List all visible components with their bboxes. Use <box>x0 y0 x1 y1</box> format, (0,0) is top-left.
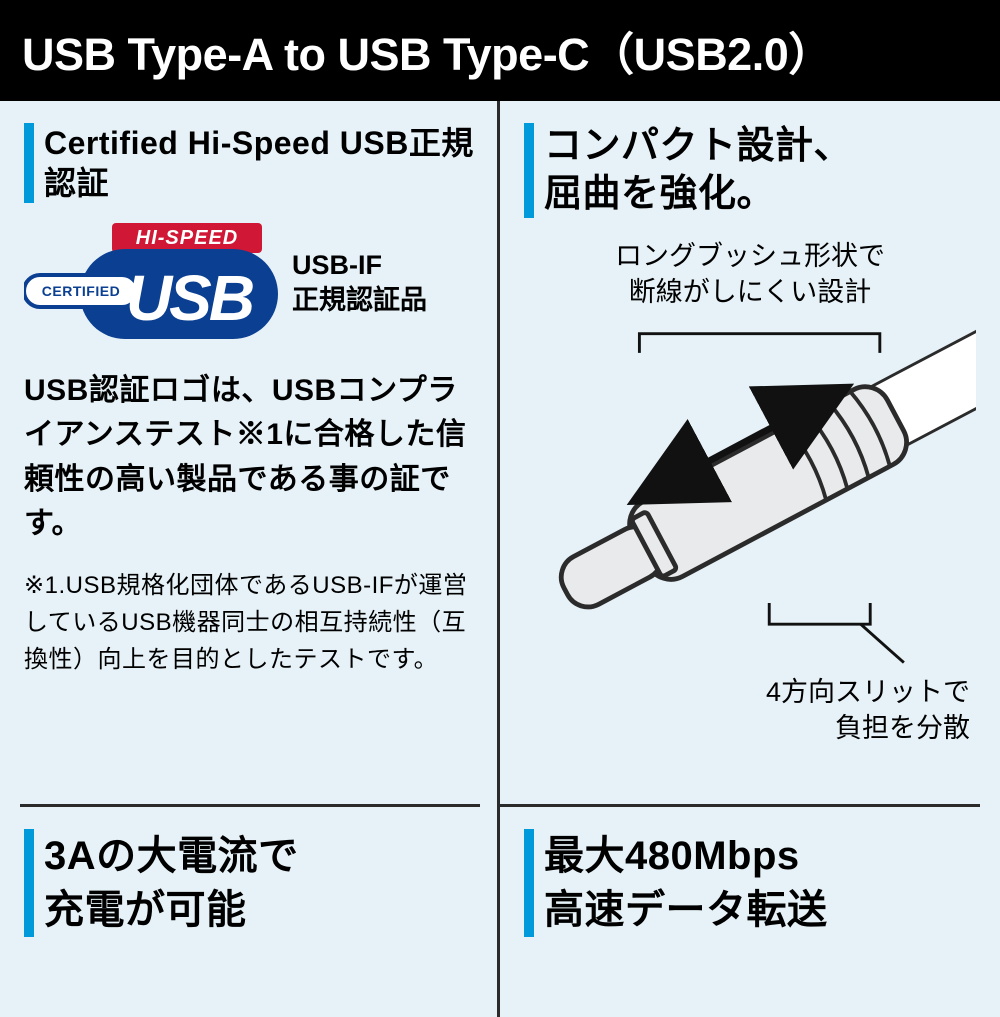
section-title: 最大480Mbps 高速データ転送 <box>544 829 828 937</box>
logo-row: HI-SPEED CERTIFIED USB USB-IF 正規認証品 <box>24 223 476 343</box>
connector-diagram <box>524 317 976 692</box>
title-line1: コンパクト設計、 <box>544 125 852 167</box>
svg-text:CERTIFIED: CERTIFIED <box>42 283 120 299</box>
accent-bar <box>24 829 34 937</box>
callout-top: ロングブッシュ形状で 断線がしにくい設計 <box>524 238 976 311</box>
section-heading: 3Aの大電流で 充電が可能 <box>24 829 476 937</box>
accent-bar <box>524 829 534 937</box>
callout-top-line1: ロングブッシュ形状で <box>615 241 885 271</box>
section-heading: コンパクト設計、 屈曲を強化。 <box>524 123 976 218</box>
section-heading: Certified Hi-Speed USB正規認証 <box>24 123 476 203</box>
accent-bar <box>24 123 34 203</box>
callout-bot-line2: 負担を分散 <box>835 713 970 743</box>
panel-bottom-left: 3Aの大電流で 充電が可能 <box>0 807 500 1017</box>
header-title: USB Type-A to USB Type-C（USB2.0） <box>22 29 833 80</box>
accent-bar <box>524 123 534 218</box>
title-line1: 最大480Mbps <box>544 834 800 878</box>
section-title: コンパクト設計、 屈曲を強化。 <box>544 123 852 218</box>
svg-text:HI-SPEED: HI-SPEED <box>136 227 238 249</box>
title-line2: 屈曲を強化。 <box>544 173 775 215</box>
panel-bottom-right: 最大480Mbps 高速データ転送 <box>500 807 1000 1017</box>
usb-certified-logo-icon: HI-SPEED CERTIFIED USB <box>24 223 278 343</box>
title-line2: 充電が可能 <box>44 888 247 932</box>
svg-text:USB: USB <box>126 262 253 334</box>
section-title: Certified Hi-Speed USB正規認証 <box>44 123 476 203</box>
callout-top-line2: 断線がしにくい設計 <box>629 277 871 307</box>
section-title: 3Aの大電流で 充電が可能 <box>44 829 299 937</box>
panel-top-right: コンパクト設計、 屈曲を強化。 ロングブッシュ形状で 断線がしにくい設計 <box>500 101 1000 807</box>
logo-sub-line1: USB-IF <box>292 250 382 280</box>
logo-sub-label: USB-IF 正規認証品 <box>292 248 427 318</box>
logo-sub-line2: 正規認証品 <box>292 285 427 315</box>
section-heading: 最大480Mbps 高速データ転送 <box>524 829 976 937</box>
title-line1: 3Aの大電流で <box>44 834 299 878</box>
header-bar: USB Type-A to USB Type-C（USB2.0） <box>0 0 1000 101</box>
certification-body: USB認証ロゴは、USBコンプライアンステスト※1に合格した信頼性の高い製品であ… <box>24 369 476 547</box>
certification-footnote: ※1.USB規格化団体であるUSB-IFが運営しているUSB機器同士の相互持続性… <box>24 567 476 679</box>
panel-top-left: Certified Hi-Speed USB正規認証 HI-SPEED CERT… <box>0 101 500 807</box>
content-grid: Certified Hi-Speed USB正規認証 HI-SPEED CERT… <box>0 101 1000 1017</box>
title-line2: 高速データ転送 <box>544 888 828 932</box>
